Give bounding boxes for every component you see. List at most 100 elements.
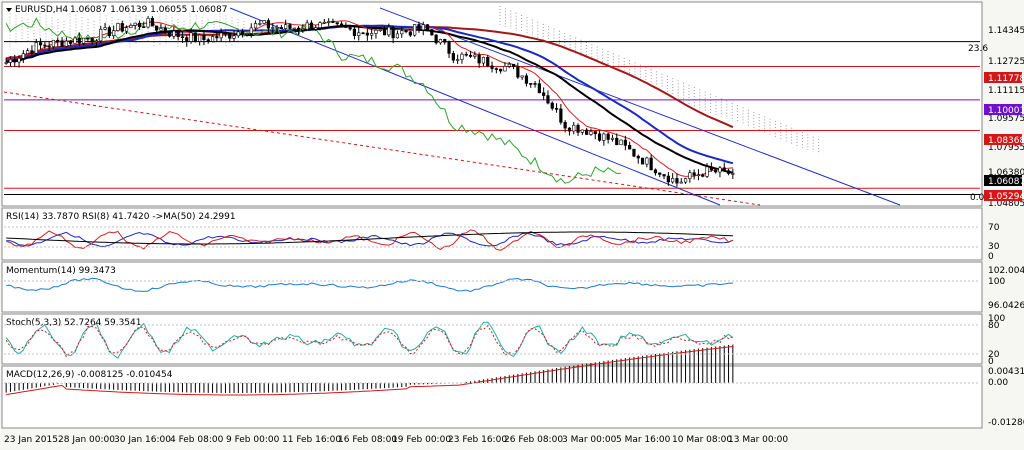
candle-body: [585, 129, 589, 135]
candle-body: [602, 133, 606, 141]
candle-body: [129, 25, 133, 29]
candle-body: [726, 170, 731, 174]
candle-body: [344, 25, 348, 28]
candle-body: [636, 155, 640, 159]
candle-body: [292, 27, 296, 30]
svg-text:1.05294: 1.05294: [988, 192, 1024, 202]
candle-body: [112, 30, 116, 36]
candle-body: [701, 174, 705, 177]
candle-body: [331, 21, 335, 23]
rsi-level: 70: [988, 223, 1000, 233]
x-tick: 13 Mar 00:00: [728, 435, 788, 445]
x-tick: 3 Mar 00:00: [562, 435, 617, 445]
x-tick: 16 Feb 08:00: [338, 435, 397, 445]
candle-body: [606, 133, 610, 140]
candle-body: [266, 20, 271, 29]
candle-body: [425, 24, 430, 30]
candle-body: [189, 32, 193, 42]
x-tick: 11 Feb 16:00: [282, 435, 341, 445]
candle-body: [550, 102, 554, 109]
candle-body: [400, 30, 404, 35]
candle-body: [150, 17, 154, 27]
candle-body: [279, 27, 283, 29]
candle-body: [185, 37, 189, 42]
momentum-line: [6, 277, 733, 293]
macd-pane[interactable]: [1, 365, 983, 429]
candle-body: [322, 21, 326, 24]
candle-body: [103, 27, 107, 30]
dropdown-triangle-icon[interactable]: [6, 8, 12, 12]
macd-signal-line: [6, 346, 733, 396]
candle-body: [249, 27, 253, 34]
fib-label: 0.0: [970, 193, 985, 203]
candle-body: [288, 24, 292, 29]
price-tick: 1.12725: [988, 57, 1024, 67]
candle-body: [159, 28, 163, 31]
candle-body: [163, 28, 167, 33]
candle-body: [408, 31, 412, 36]
price-tag: 1.05294: [984, 190, 1024, 202]
stoch-level: 0: [988, 357, 994, 367]
candle-body: [309, 22, 314, 30]
candle-body: [357, 32, 361, 36]
ma-fast-line: [6, 20, 733, 177]
candle-body: [714, 169, 718, 173]
candle-body: [460, 53, 464, 60]
candle-body: [658, 172, 662, 175]
price-pane[interactable]: [1, 1, 983, 207]
candle-body: [275, 27, 279, 29]
x-tick: 23 Feb 16:00: [448, 435, 507, 445]
price-tick: 1.06380: [988, 168, 1024, 178]
candle-body: [4, 62, 8, 64]
price-tag: 1.11778: [984, 72, 1024, 84]
candle-body: [503, 66, 507, 72]
price-tick: 1.11115: [988, 86, 1024, 96]
candle-body: [60, 40, 64, 47]
rsi-level: 30: [988, 242, 1000, 252]
candle-body: [529, 83, 533, 85]
candle-body: [155, 25, 159, 31]
candle-body: [679, 181, 683, 184]
candle-body: [374, 29, 378, 34]
candle-body: [176, 30, 180, 37]
candle-body: [477, 54, 481, 64]
candle-body: [443, 39, 447, 43]
candle-body: [649, 157, 653, 171]
candle-body: [671, 178, 675, 183]
candle-body: [361, 32, 365, 35]
candles: [4, 16, 735, 187]
candle-body: [73, 37, 77, 44]
candle-body: [696, 174, 701, 176]
candle-body: [120, 23, 124, 32]
candle-body: [675, 178, 679, 184]
price-tag: 1.06087: [984, 175, 1024, 187]
stoch-level: 100: [988, 314, 1005, 324]
candle-body: [494, 68, 498, 70]
momentum-title: Momentum(14) 99.3473: [6, 266, 116, 276]
ma-blue-line: [5, 24, 734, 165]
candle-body: [632, 148, 636, 157]
svg-text:1.08368: 1.08368: [988, 136, 1024, 146]
candle-body: [245, 33, 249, 35]
x-tick: 26 Feb 08:00: [504, 435, 563, 445]
stoch-pane[interactable]: [1, 313, 983, 365]
candle-body: [318, 22, 322, 28]
dashed-trendline: [3, 91, 761, 206]
candle-body: [421, 24, 425, 31]
candle-body: [86, 37, 90, 40]
candle-body: [241, 31, 245, 35]
price-layer: [3, 6, 980, 206]
candle-body: [382, 29, 387, 36]
candle-body: [198, 34, 202, 42]
candle-body: [47, 45, 51, 48]
indicator-layer: [5, 229, 734, 396]
candle-body: [94, 40, 99, 43]
candle-body: [395, 33, 400, 39]
candle-body: [327, 21, 331, 23]
momentum-pane[interactable]: [1, 261, 983, 313]
fib-label: 23.6: [968, 44, 988, 54]
candle-body: [731, 173, 735, 175]
candle-body: [434, 34, 438, 44]
x-tick: 4 Feb 08:00: [170, 435, 224, 445]
